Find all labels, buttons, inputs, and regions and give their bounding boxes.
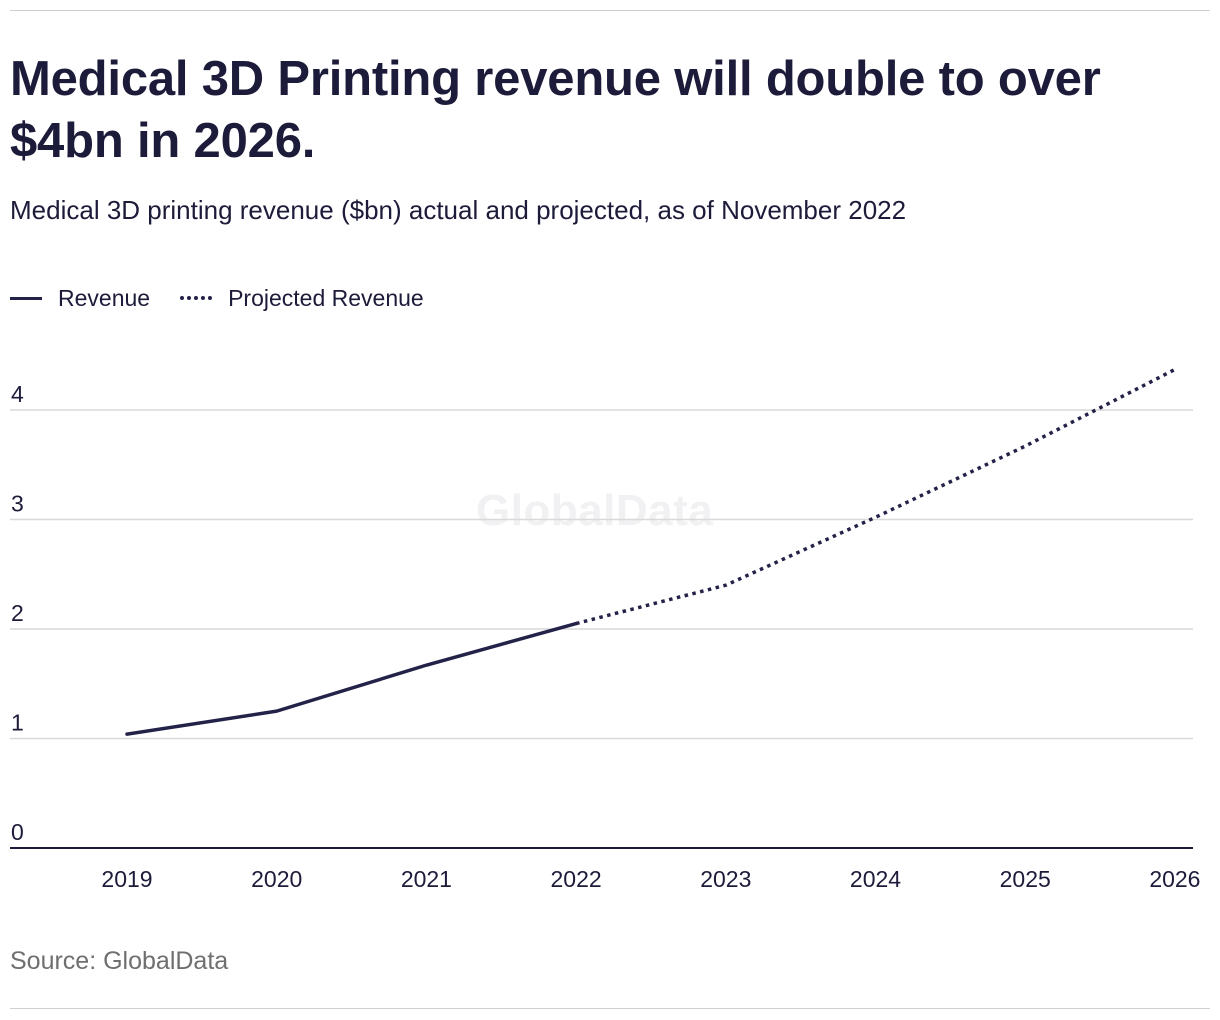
y-tick-label-3: 3 — [11, 491, 24, 517]
chart-legend: Revenue Projected Revenue — [10, 283, 454, 313]
chart-title: Medical 3D Printing revenue will double … — [10, 52, 1101, 168]
x-axis-tick-labels: 2019 2020 2021 2022 2023 2024 2025 2026 — [101, 866, 1200, 892]
legend-item-projected-revenue: Projected Revenue — [180, 285, 424, 312]
series-line-revenue — [125, 621, 578, 736]
legend-item-revenue: Revenue — [10, 285, 150, 312]
x-tick-label-2019: 2019 — [101, 866, 152, 892]
y-tick-label-4: 4 — [11, 381, 24, 407]
data-point-projected-revenue-2023 — [724, 583, 728, 587]
line-chart: 0 1 2 3 4 2019 2020 2021 2022 2023 2024 2025 2026 — [10, 367, 1200, 892]
legend-label-projected-revenue: Projected Revenue — [228, 284, 424, 311]
y-axis-tick-labels: 0 1 2 3 4 — [11, 381, 24, 845]
data-point-revenue-2019 — [125, 732, 129, 736]
x-tick-label-2024: 2024 — [850, 866, 901, 892]
y-tick-label-1: 1 — [11, 710, 24, 736]
data-point-projected-revenue-2026 — [1173, 367, 1177, 371]
data-point-revenue-2021 — [424, 663, 428, 667]
x-tick-label-2020: 2020 — [251, 866, 302, 892]
legend-label-revenue: Revenue — [58, 284, 151, 311]
series-line-projected-revenue — [575, 367, 1176, 626]
x-tick-label-2022: 2022 — [551, 866, 602, 892]
x-tick-label-2023: 2023 — [700, 866, 751, 892]
x-tick-label-2026: 2026 — [1149, 866, 1200, 892]
top-divider — [10, 10, 1210, 11]
data-point-projected-revenue-2022 — [574, 622, 578, 626]
watermark-logo: GlobalData — [476, 486, 714, 535]
data-point-projected-revenue-2025 — [1023, 444, 1027, 448]
x-tick-label-2021: 2021 — [401, 866, 452, 892]
bottom-divider — [10, 1008, 1210, 1009]
y-tick-label-2: 2 — [11, 600, 24, 626]
chart-subtitle: Medical 3D printing revenue ($bn) actual… — [10, 195, 907, 225]
y-tick-label-0: 0 — [11, 819, 24, 845]
data-point-revenue-2020 — [275, 709, 279, 713]
source-note: Source: GlobalData — [10, 947, 229, 975]
legend-swatch-dotted — [180, 296, 213, 300]
data-point-projected-revenue-2024 — [874, 515, 878, 519]
gridlines — [10, 409, 1193, 740]
series-lines — [125, 367, 1177, 736]
legend-swatch-solid — [10, 296, 42, 300]
x-tick-label-2025: 2025 — [1000, 866, 1051, 892]
